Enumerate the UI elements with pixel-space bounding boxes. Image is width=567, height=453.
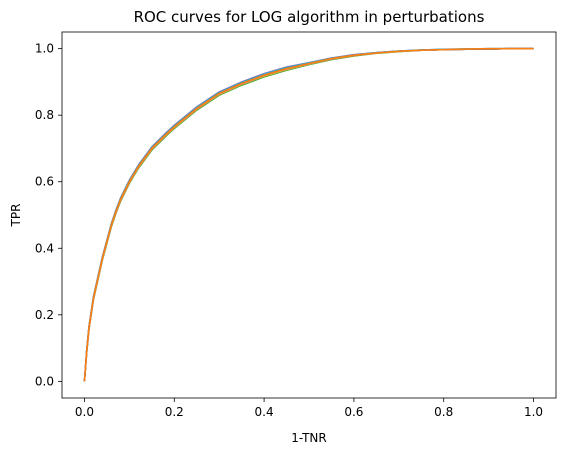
y-tick-label: 1.0 — [35, 42, 54, 56]
y-tick-label: 0.8 — [35, 108, 54, 122]
plot-frame — [61, 31, 557, 399]
y-tick-label: 0.0 — [35, 374, 54, 388]
x-axis-ticks: 0.0 0.2 0.4 0.6 0.8 1.0 — [75, 398, 543, 419]
roc-series-line-10 — [83, 47, 534, 382]
y-tick-label: 0.4 — [35, 241, 54, 255]
y-tick-label: 0.6 — [35, 175, 54, 189]
x-axis-label: 1-TNR — [291, 431, 327, 445]
x-tick-label: 0.0 — [75, 405, 94, 419]
x-tick-label: 0.8 — [434, 405, 453, 419]
x-tick-label: 0.2 — [165, 405, 184, 419]
x-tick-label: 0.4 — [255, 405, 274, 419]
y-axis-label: TPR — [9, 204, 23, 228]
chart-title: ROC curves for LOG algorithm in perturba… — [134, 8, 485, 26]
x-tick-label: 0.6 — [344, 405, 363, 419]
y-axis-ticks: 0.0 0.2 0.4 0.6 0.8 1.0 — [35, 42, 62, 388]
y-tick-label: 0.2 — [35, 308, 54, 322]
x-tick-label: 1.0 — [524, 405, 543, 419]
series-layer — [83, 47, 534, 382]
